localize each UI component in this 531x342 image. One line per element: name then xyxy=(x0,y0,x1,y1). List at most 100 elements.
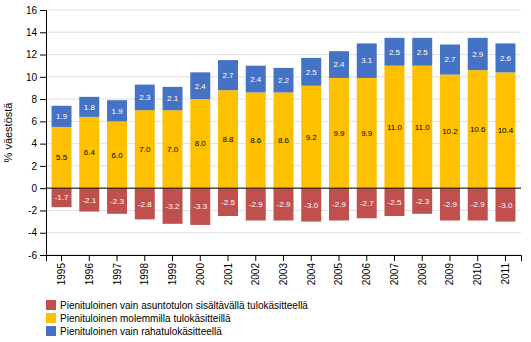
x-tick: 2000 xyxy=(195,255,206,285)
tick-mark xyxy=(61,255,62,261)
data-label: 1.9 xyxy=(56,112,68,121)
legend-label: Pienituloinen vain asuntotulon sisältävä… xyxy=(60,300,308,311)
data-label: 10.4 xyxy=(498,126,514,135)
grid-line xyxy=(46,32,521,33)
tick-label: 6 xyxy=(31,116,37,127)
bar xyxy=(274,68,294,93)
y-tick: 16 xyxy=(26,5,46,16)
data-label: -3.2 xyxy=(166,202,180,211)
data-label: 7.0 xyxy=(167,145,179,154)
bar xyxy=(384,188,404,216)
tick-mark xyxy=(228,255,229,261)
tick-mark xyxy=(311,255,312,261)
x-tick: 1999 xyxy=(167,255,178,285)
data-label: 6.4 xyxy=(84,148,96,157)
y-tick: -6 xyxy=(28,250,46,261)
legend: Pienituloinen vain asuntotulon sisältävä… xyxy=(46,300,308,337)
x-tick: 2002 xyxy=(250,255,261,285)
tick-label: 1996 xyxy=(84,263,95,286)
tick-mark xyxy=(338,255,339,261)
x-tick: 2003 xyxy=(278,255,289,285)
bar xyxy=(52,127,72,188)
bar xyxy=(246,188,266,220)
data-label: -2.9 xyxy=(471,200,485,209)
tick-mark xyxy=(40,99,46,100)
data-label: -3.3 xyxy=(193,202,207,211)
plot: -6-4-20246810121416199519961997199819992… xyxy=(26,5,522,286)
tick-mark xyxy=(117,255,118,261)
x-tick: 2011 xyxy=(500,255,511,285)
tick-label: 12 xyxy=(26,49,38,60)
bar xyxy=(301,86,321,188)
tick-mark xyxy=(505,255,506,261)
bar xyxy=(440,188,460,220)
grid xyxy=(46,10,521,255)
data-label: 2.6 xyxy=(500,54,512,63)
data-label: 1.8 xyxy=(84,103,96,112)
data-label: -2.7 xyxy=(360,199,374,208)
data-label: -2.3 xyxy=(110,197,124,206)
bar xyxy=(135,188,155,219)
bars xyxy=(52,38,516,225)
data-label: -2.3 xyxy=(415,197,429,206)
data-labels: -1.7-2.1-2.3-2.8-3.2-3.3-2.5-2.9-2.9-3.0… xyxy=(55,48,514,212)
bar xyxy=(79,188,99,211)
tick-mark xyxy=(89,255,90,261)
tick-mark xyxy=(40,188,46,189)
tick-label: -2 xyxy=(28,205,37,216)
bar xyxy=(274,92,294,188)
data-label: 6.0 xyxy=(111,151,123,160)
zero-line xyxy=(46,188,521,189)
legend-item: Pienituloinen vain asuntotulon sisältävä… xyxy=(46,300,308,311)
y-tick: 2 xyxy=(31,161,46,172)
legend-label: Pienituloinen molemmilla tulokäsitteillä xyxy=(60,313,231,324)
legend-swatch xyxy=(46,300,56,310)
data-label: -3.0 xyxy=(499,201,513,210)
bar xyxy=(357,43,377,78)
bar xyxy=(190,188,210,225)
tick-mark xyxy=(449,255,450,261)
bar xyxy=(107,121,127,188)
legend-label: Pienituloinen vain rahatulokäsitteellä xyxy=(60,326,222,337)
x-tick: 1997 xyxy=(112,255,123,285)
tick-label: 1999 xyxy=(167,263,178,286)
axis-line xyxy=(47,256,522,262)
legend-item: Pienituloinen vain rahatulokäsitteellä xyxy=(46,326,222,337)
bar xyxy=(163,110,183,188)
legend-item: Pienituloinen molemmilla tulokäsitteillä xyxy=(46,313,231,324)
bar-series xyxy=(52,66,516,189)
data-label: 7.0 xyxy=(139,145,151,154)
bar xyxy=(468,38,488,70)
tick-label: 2011 xyxy=(500,263,511,285)
bar xyxy=(135,110,155,188)
data-label: 10.6 xyxy=(470,125,486,134)
tick-label: 2005 xyxy=(333,263,344,286)
x-tick: 1998 xyxy=(139,255,150,285)
tick-label: 16 xyxy=(26,5,38,16)
y-axis: -6-4-20246810121416 xyxy=(26,5,47,261)
grid-line xyxy=(46,188,521,189)
tick-mark xyxy=(200,255,201,261)
legend-swatch xyxy=(46,313,56,323)
bar xyxy=(329,188,349,220)
tick-label: 14 xyxy=(26,27,38,38)
bar xyxy=(412,66,432,189)
tick-label: 2006 xyxy=(361,263,372,286)
tick-mark xyxy=(40,32,46,33)
data-label: -1.7 xyxy=(55,193,69,202)
data-label: 2.7 xyxy=(222,71,234,80)
tick-label: 2000 xyxy=(195,263,206,286)
bar xyxy=(246,66,266,93)
tick-label: 2004 xyxy=(306,263,317,286)
bar xyxy=(79,117,99,188)
bar xyxy=(440,75,460,189)
bar xyxy=(52,188,72,207)
y-tick: 10 xyxy=(26,72,46,83)
tick-mark xyxy=(172,255,173,261)
bar xyxy=(384,66,404,189)
bar xyxy=(163,188,183,224)
tick-label: 0 xyxy=(31,183,37,194)
bar xyxy=(52,106,72,127)
data-label: 2.3 xyxy=(139,93,151,102)
data-label: -2.8 xyxy=(138,200,152,209)
